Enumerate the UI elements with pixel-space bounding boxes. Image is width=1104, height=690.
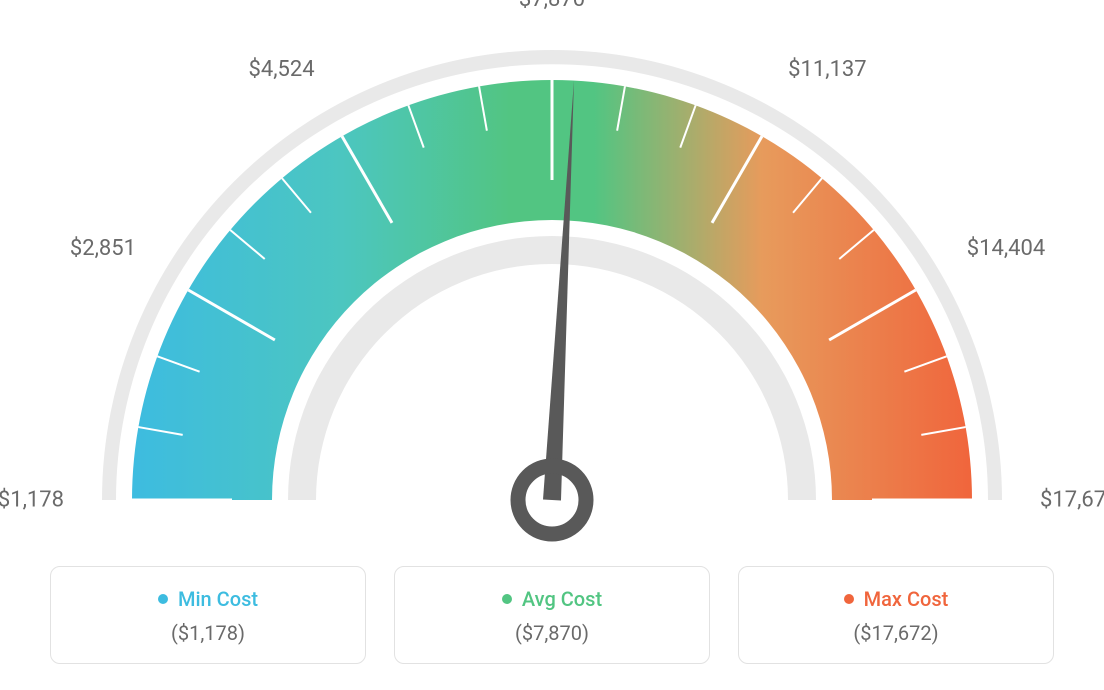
- avg-dot-icon: [502, 594, 512, 604]
- summary-cards: Min Cost ($1,178) Avg Cost ($7,870) Max …: [50, 566, 1054, 664]
- avg-card-header: Avg Cost: [502, 587, 602, 611]
- max-cost-value: ($17,672): [853, 621, 938, 645]
- gauge-tick-label: $11,137: [788, 57, 867, 82]
- gauge-svg: [0, 20, 1104, 580]
- max-card-header: Max Cost: [844, 587, 949, 611]
- min-dot-icon: [158, 594, 168, 604]
- gauge-tick-label: $2,851: [70, 236, 136, 261]
- max-dot-icon: [844, 594, 854, 604]
- min-cost-value: ($1,178): [171, 621, 245, 645]
- gauge-tick-label: $1,178: [0, 488, 64, 513]
- gauge-tick-label: $7,870: [519, 0, 585, 12]
- cost-gauge: $1,178 $2,851 $4,524 $7,870 $11,137 $14,404 $1…: [0, 0, 1104, 560]
- max-cost-label: Max Cost: [864, 587, 949, 611]
- avg-cost-card: Avg Cost ($7,870): [394, 566, 710, 664]
- avg-cost-label: Avg Cost: [522, 587, 602, 611]
- gauge-tick-label: $4,524: [248, 57, 314, 82]
- gauge-tick-label: $14,404: [967, 236, 1046, 261]
- avg-cost-value: ($7,870): [515, 621, 589, 645]
- min-cost-card: Min Cost ($1,178): [50, 566, 366, 664]
- min-card-header: Min Cost: [158, 587, 258, 611]
- gauge-tick-label: $17,672: [1040, 488, 1104, 513]
- min-cost-label: Min Cost: [178, 587, 258, 611]
- max-cost-card: Max Cost ($17,672): [738, 566, 1054, 664]
